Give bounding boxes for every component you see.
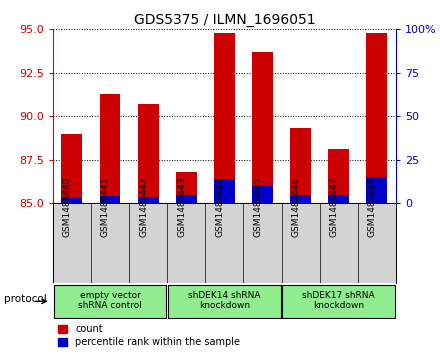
Title: GDS5375 / ILMN_1696051: GDS5375 / ILMN_1696051 [134, 13, 315, 26]
Bar [176, 195, 197, 203]
Text: GSM1486441: GSM1486441 [101, 177, 110, 237]
Bar [99, 196, 121, 203]
Text: GSM1486448: GSM1486448 [368, 177, 377, 237]
Legend: count, percentile rank within the sample: count, percentile rank within the sample [58, 324, 240, 347]
Text: GSM1486447: GSM1486447 [330, 177, 339, 237]
Bar [367, 177, 387, 203]
Bar [282, 285, 395, 318]
Bar [62, 134, 82, 203]
Text: shDEK17 shRNA
knockdown: shDEK17 shRNA knockdown [302, 291, 375, 310]
Text: GSM1486443: GSM1486443 [177, 177, 186, 237]
Text: empty vector
shRNA control: empty vector shRNA control [78, 291, 142, 310]
Text: GSM1486440: GSM1486440 [63, 177, 72, 237]
Text: GSM1486446: GSM1486446 [292, 177, 301, 237]
Bar [138, 104, 158, 203]
Text: shDEK14 shRNA
knockdown: shDEK14 shRNA knockdown [188, 291, 260, 310]
Bar [168, 285, 281, 318]
Bar [62, 198, 82, 203]
Bar [99, 94, 121, 203]
Text: GSM1486445: GSM1486445 [253, 177, 263, 237]
Bar [214, 179, 235, 203]
Bar [54, 285, 166, 318]
Bar [214, 33, 235, 203]
Bar [328, 149, 349, 203]
Bar [252, 52, 273, 203]
Bar [367, 33, 387, 203]
Bar [252, 186, 273, 203]
Text: protocol: protocol [4, 294, 47, 305]
Bar [138, 197, 158, 203]
Bar [176, 172, 197, 203]
Text: GSM1486442: GSM1486442 [139, 177, 148, 237]
Bar [328, 195, 349, 203]
Text: GSM1486444: GSM1486444 [216, 177, 224, 237]
Bar [290, 129, 311, 203]
Bar [290, 195, 311, 203]
